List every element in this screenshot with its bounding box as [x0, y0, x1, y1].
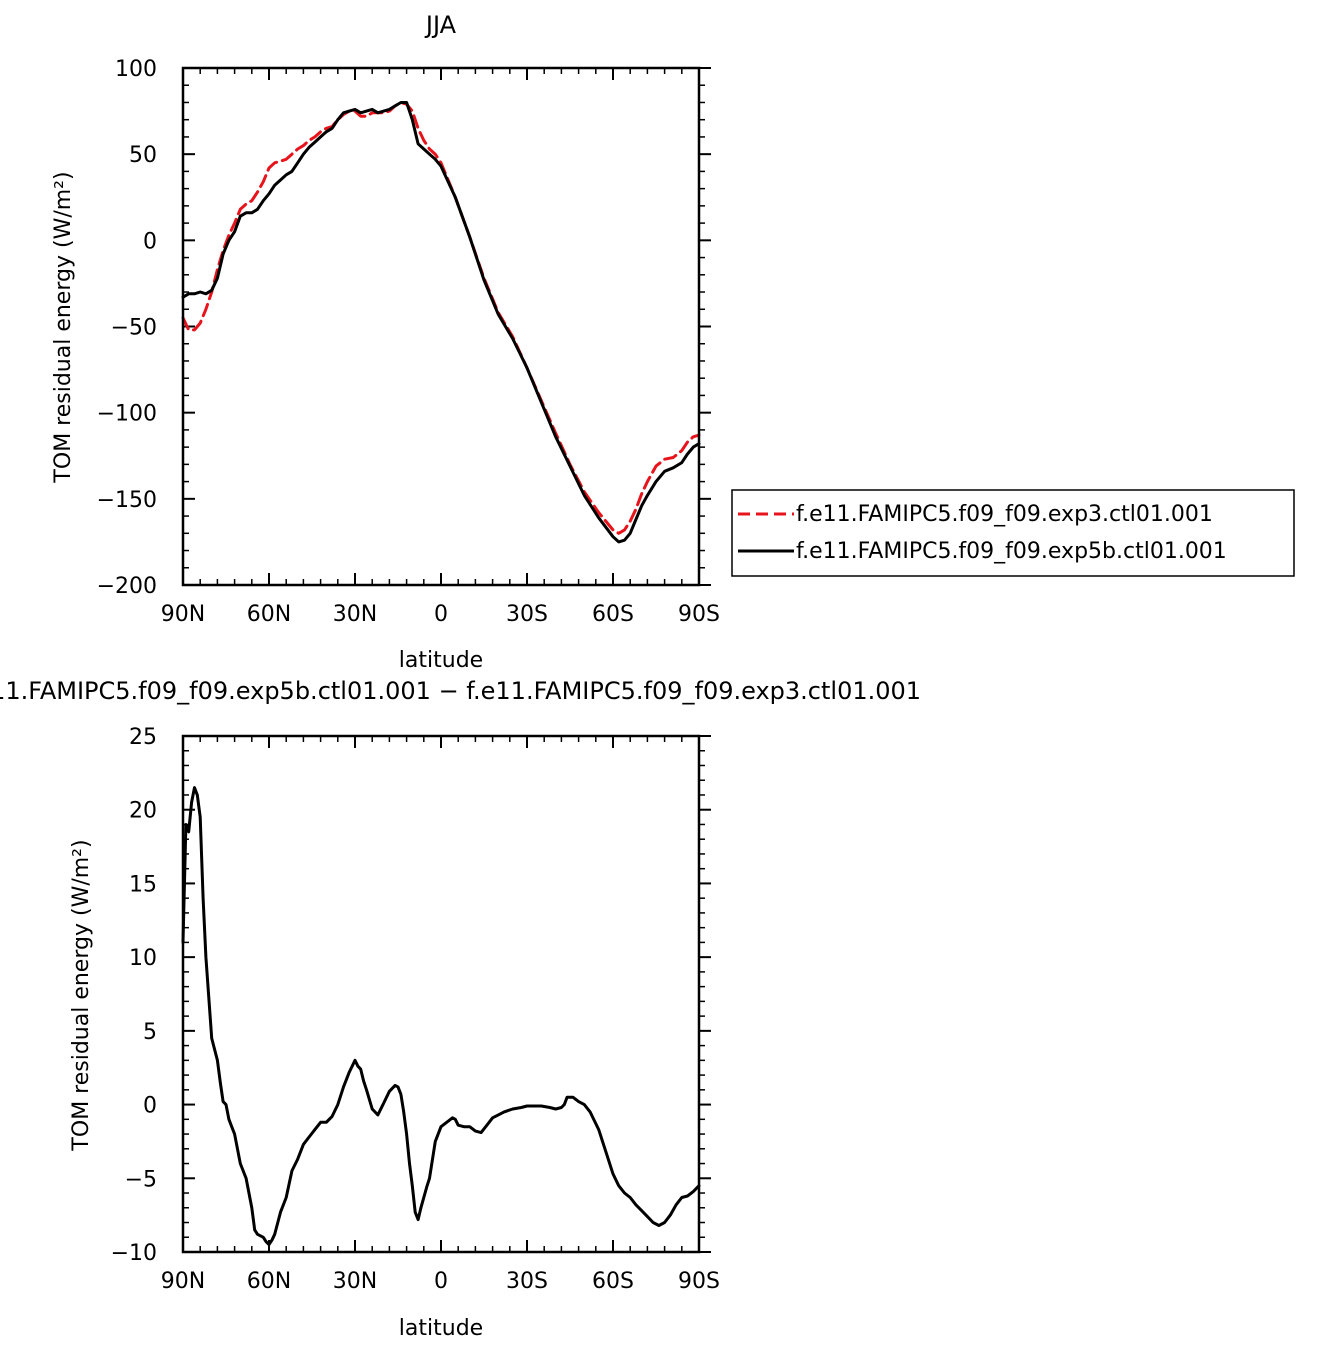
y-tick-label: −150 — [97, 488, 157, 513]
top-chart-ticks: 90N 60N 30N 0 30S 60S 90S −200 −150 −100 −50 0 50 100 — [97, 57, 720, 627]
x-tick-label: 30N — [333, 1269, 377, 1294]
bottom-chart-title: f.e11.FAMIPC5.f09_f09.exp5b.ctl01.001 − … — [0, 677, 921, 705]
x-tick-label: 0 — [434, 602, 448, 627]
x-tick-label: 0 — [434, 1269, 448, 1294]
y-tick-label: 20 — [129, 799, 157, 824]
y-tick-label: 100 — [115, 57, 157, 82]
y-tick-label: 25 — [129, 725, 157, 750]
top-chart-y-axis-label: TOM residual energy (W/m²) — [51, 171, 76, 483]
x-tick-label: 60S — [592, 1269, 634, 1294]
y-tick-label: 5 — [143, 1020, 157, 1045]
x-tick-label: 90N — [161, 1269, 205, 1294]
y-tick-label: −100 — [97, 402, 157, 427]
x-tick-label: 30N — [333, 602, 377, 627]
top-chart-plot-frame — [181, 66, 701, 587]
x-tick-label: 60N — [247, 1269, 291, 1294]
legend-box — [731, 489, 1295, 577]
x-tick-label: 60N — [247, 602, 291, 627]
series-line-2 — [181, 101, 701, 544]
y-tick-label: 50 — [129, 143, 157, 168]
top-chart: JJA 90N 60N 30N 0 30S 60S 90S −200 −150 −100 −50 0 5… — [51, 11, 1295, 673]
x-tick-label: 90N — [161, 602, 205, 627]
top-chart-x-axis-label: latitude — [399, 648, 483, 673]
series-line-1 — [181, 786, 701, 1247]
x-tick-label: 90S — [678, 602, 720, 627]
y-tick-label: 0 — [143, 1094, 157, 1119]
legend-entry-series-1: f.e11.FAMIPC5.f09_f09.exp3.ctl01.001 — [796, 502, 1213, 527]
y-tick-label: −200 — [97, 574, 157, 599]
bottom-chart-plot-frame — [181, 734, 701, 1254]
top-chart-title: JJA — [424, 11, 457, 39]
y-tick-label: −50 — [111, 316, 157, 341]
bottom-chart-y-axis-label: TOM residual energy (W/m²) — [69, 839, 94, 1151]
bottom-chart-x-axis-label: latitude — [399, 1316, 483, 1341]
top-chart-legend: f.e11.FAMIPC5.f09_f09.exp3.ctl01.001 f.e… — [731, 489, 1295, 577]
series-line-1 — [181, 101, 701, 535]
legend-entry-series-2: f.e11.FAMIPC5.f09_f09.exp5b.ctl01.001 — [796, 539, 1227, 564]
y-tick-label: −10 — [111, 1241, 157, 1266]
y-tick-label: 0 — [143, 229, 157, 254]
top-chart-series — [181, 101, 701, 544]
x-tick-label: 30S — [506, 1269, 548, 1294]
x-tick-label: 60S — [592, 602, 634, 627]
bottom-chart: f.e11.FAMIPC5.f09_f09.exp5b.ctl01.001 − … — [0, 677, 921, 1341]
y-tick-label: 10 — [129, 946, 157, 971]
y-tick-label: −5 — [125, 1167, 157, 1192]
y-tick-label: 15 — [129, 872, 157, 897]
bottom-chart-series — [181, 786, 701, 1247]
x-tick-label: 90S — [678, 1269, 720, 1294]
x-tick-label: 30S — [506, 602, 548, 627]
